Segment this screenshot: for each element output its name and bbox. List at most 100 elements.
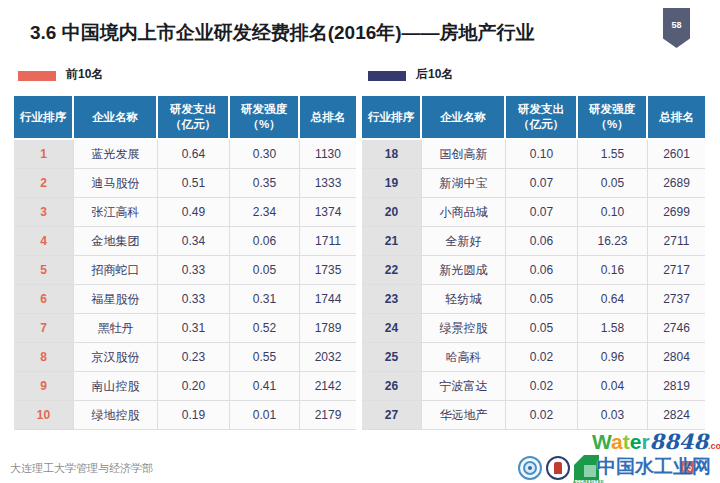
overall-rank-cell: 1711	[300, 227, 356, 256]
rank-cell: 4	[14, 227, 74, 256]
rank-cell: 22	[362, 256, 422, 285]
overall-rank-cell: 2699	[648, 198, 705, 227]
overall-rank-cell: 2717	[648, 256, 705, 285]
watermark-letter: e	[630, 430, 642, 453]
company-cell: 绿景控股	[422, 314, 506, 343]
company-cell: 招商蛇口	[74, 256, 158, 285]
page-number: 58	[671, 20, 681, 30]
rd-spend-cell: 0.02	[506, 372, 578, 401]
rank-cell: 27	[362, 401, 422, 430]
top10-table: 行业排序 企业名称 研发支出 （亿元） 研发强度 （%） 总排名 1蓝光发展0.…	[14, 96, 356, 430]
university-seal-dot	[528, 466, 532, 470]
table-row: 6福星股份0.330.311744	[14, 285, 356, 314]
overall-rank-cell: 2032	[300, 343, 356, 372]
rd-spend-cell: 0.05	[506, 314, 578, 343]
rank-cell: 21	[362, 227, 422, 256]
rank-cell: 6	[14, 285, 74, 314]
overall-rank-cell: 2142	[300, 372, 356, 401]
overall-rank-cell: 2746	[648, 314, 705, 343]
company-cell: 蓝光发展	[74, 140, 158, 169]
overall-rank-cell: 1374	[300, 198, 356, 227]
watermark-letter: r	[641, 430, 649, 453]
rd-spend-cell: 0.19	[158, 401, 230, 430]
rd-spend-cell: 0.33	[158, 285, 230, 314]
rd-intensity-cell: 0.52	[230, 314, 300, 343]
company-cell: 福星股份	[74, 285, 158, 314]
rank-cell: 18	[362, 140, 422, 169]
col-header-industry-rank: 行业排序	[362, 96, 422, 140]
table-row: 10绿地控股0.190.012179	[14, 401, 356, 430]
table-row: 21全新好0.0616.232711	[362, 227, 705, 256]
bottom10-table-header: 行业排序 企业名称 研发支出 （亿元） 研发强度 （%） 总排名	[362, 96, 705, 140]
rd-spend-cell: 0.51	[158, 169, 230, 198]
col-header-overall-rank: 总排名	[300, 96, 356, 140]
company-cell: 新湖中宝	[422, 169, 506, 198]
rd-intensity-cell: 1.58	[578, 314, 648, 343]
rank-cell: 7	[14, 314, 74, 343]
rd-spend-cell: 0.06	[506, 227, 578, 256]
rank-cell: 25	[362, 343, 422, 372]
rd-intensity-cell: 16.23	[578, 227, 648, 256]
rank-cell: 9	[14, 372, 74, 401]
watermark-chinese: 中国水工业网	[597, 454, 712, 480]
rd-intensity-cell: 0.30	[230, 140, 300, 169]
col-header-rd-intensity: 研发强度 （%）	[578, 96, 648, 140]
legend-top10-swatch	[18, 71, 56, 81]
rank-cell: 24	[362, 314, 422, 343]
col-header-rd-spend: 研发支出 （亿元）	[158, 96, 230, 140]
company-cell: 全新好	[422, 227, 506, 256]
rd-spend-cell: 0.20	[158, 372, 230, 401]
table-row: 2迪马股份0.510.351333	[14, 169, 356, 198]
top10-table-body: 1蓝光发展0.640.3011302迪马股份0.510.3513333张江高科0…	[14, 140, 356, 430]
rd-intensity-cell: 0.05	[578, 169, 648, 198]
table-row: 24绿景控股0.051.582746	[362, 314, 705, 343]
table-row: 25哈高科0.020.962804	[362, 343, 705, 372]
company-cell: 哈高科	[422, 343, 506, 372]
overall-rank-cell: 2824	[648, 401, 705, 430]
institute-emblem-icon	[546, 456, 570, 480]
rd-intensity-cell: 0.03	[578, 401, 648, 430]
footer-institution: 大连理工大学管理与经济学部	[10, 461, 153, 476]
overall-rank-cell: 1735	[300, 256, 356, 285]
table-row: 7黑牡丹0.310.521789	[14, 314, 356, 343]
table-row: 1蓝光发展0.640.301130	[14, 140, 356, 169]
rd-spend-cell: 0.06	[506, 256, 578, 285]
company-cell: 华远地产	[422, 401, 506, 430]
watermark-brand: Water8848.com	[592, 429, 720, 454]
rank-cell: 10	[14, 401, 74, 430]
rank-cell: 5	[14, 256, 74, 285]
table-row: 22新光圆成0.060.162717	[362, 256, 705, 285]
company-cell: 南山控股	[74, 372, 158, 401]
company-cell: 国创高新	[422, 140, 506, 169]
rd-spend-cell: 0.02	[506, 343, 578, 372]
legend-top10-label: 前10名	[66, 66, 103, 83]
company-cell: 迪马股份	[74, 169, 158, 198]
rd-spend-cell: 0.64	[158, 140, 230, 169]
overall-rank-cell: 2737	[648, 285, 705, 314]
company-cell: 宁波富达	[422, 372, 506, 401]
rank-cell: 20	[362, 198, 422, 227]
company-cell: 小商品城	[422, 198, 506, 227]
table-row: 5招商蛇口0.330.051735	[14, 256, 356, 285]
table-row: 18国创高新0.101.552601	[362, 140, 705, 169]
rd-intensity-cell: 0.05	[230, 256, 300, 285]
company-cell: 张江高科	[74, 198, 158, 227]
overall-rank-cell: 1130	[300, 140, 356, 169]
rank-cell: 26	[362, 372, 422, 401]
rd-spend-cell: 0.33	[158, 256, 230, 285]
rd-intensity-cell: 0.04	[578, 372, 648, 401]
overall-rank-cell: 1744	[300, 285, 356, 314]
rd-intensity-cell: 0.64	[578, 285, 648, 314]
table-row: 27华远地产0.020.032824	[362, 401, 705, 430]
col-header-industry-rank: 行业排序	[14, 96, 74, 140]
rd-intensity-cell: 0.01	[230, 401, 300, 430]
header-row: 行业排序 企业名称 研发支出 （亿元） 研发强度 （%） 总排名	[14, 96, 356, 140]
rd-spend-cell: 0.23	[158, 343, 230, 372]
col-header-company-name: 企业名称	[422, 96, 506, 140]
rd-intensity-cell: 0.96	[578, 343, 648, 372]
header-row: 行业排序 企业名称 研发支出 （亿元） 研发强度 （%） 总排名	[362, 96, 705, 140]
aacsb-logo-corner	[574, 455, 584, 465]
watermark-tld: .com	[708, 441, 720, 451]
rank-cell: 1	[14, 140, 74, 169]
col-header-rd-intensity: 研发强度 （%）	[230, 96, 300, 140]
